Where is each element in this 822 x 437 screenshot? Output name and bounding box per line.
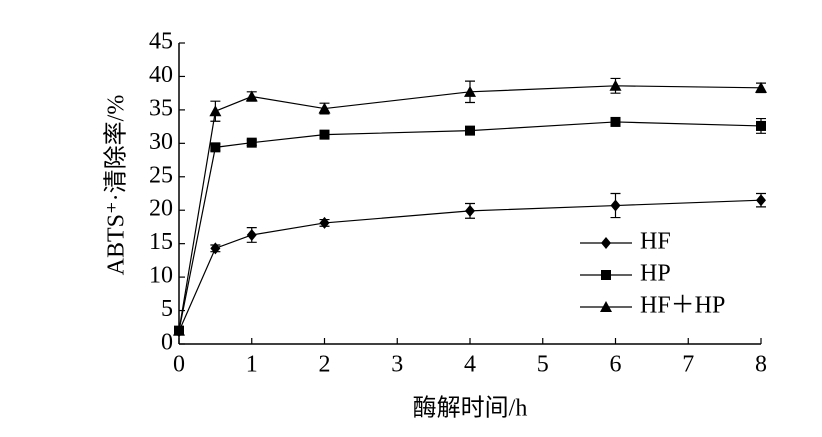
- marker: [246, 137, 257, 148]
- marker: [209, 105, 222, 117]
- marker: [318, 102, 331, 114]
- marker: [610, 116, 621, 127]
- marker: [601, 237, 611, 249]
- marker: [246, 228, 257, 241]
- x-tick-label: 8: [755, 352, 767, 378]
- marker: [173, 324, 185, 336]
- marker: [319, 129, 330, 140]
- y-tick-label: 30: [149, 129, 173, 155]
- legend-label: HF: [640, 229, 671, 255]
- marker: [319, 216, 330, 229]
- y-tick-label: 40: [149, 62, 173, 88]
- x-tick-label: 5: [537, 352, 549, 378]
- x-axis-label: 酶解时间/h: [413, 395, 528, 422]
- marker: [465, 204, 475, 217]
- x-tick-label: 6: [610, 352, 622, 378]
- y-tick-label: 0: [161, 330, 173, 356]
- x-tick-label: 2: [319, 352, 331, 378]
- legend-label: HF＋HP: [640, 293, 725, 319]
- marker: [210, 242, 221, 255]
- marker: [465, 125, 475, 136]
- x-tick-label: 3: [391, 352, 403, 378]
- y-tick-label: 10: [149, 263, 173, 289]
- y-tick-label: 5: [161, 296, 173, 322]
- x-tick-label: 4: [464, 352, 476, 378]
- y-tick-label: 15: [149, 229, 173, 255]
- y-axis-label: ABTS⁺·清除率/%: [103, 95, 130, 276]
- marker: [245, 90, 258, 102]
- x-tick-label: 7: [682, 352, 694, 378]
- y-tick-label: 45: [149, 29, 173, 55]
- marker: [756, 120, 766, 131]
- marker: [755, 81, 767, 93]
- marker: [210, 142, 221, 153]
- y-tick-label: 25: [149, 162, 173, 188]
- marker: [464, 85, 476, 97]
- marker: [610, 199, 621, 212]
- marker: [756, 194, 766, 207]
- marker: [600, 301, 612, 312]
- x-tick-label: 0: [173, 352, 185, 378]
- marker: [609, 79, 622, 91]
- y-tick-label: 35: [149, 95, 173, 121]
- x-tick-label: 1: [246, 352, 258, 378]
- legend-label: HP: [640, 261, 671, 287]
- marker: [601, 270, 611, 280]
- y-tick-label: 20: [149, 196, 173, 222]
